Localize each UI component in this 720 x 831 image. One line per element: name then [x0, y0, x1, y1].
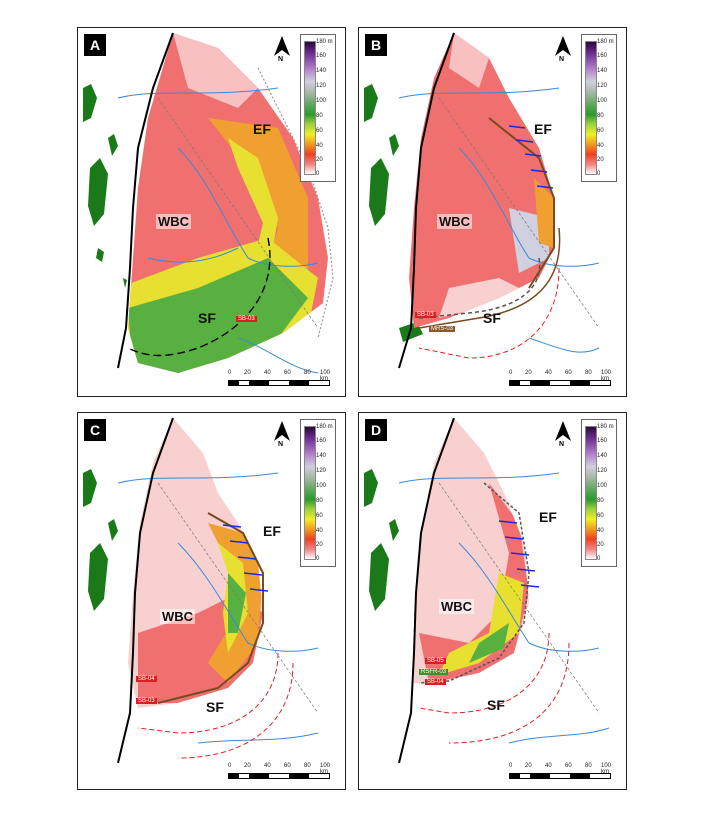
forest-patches — [364, 469, 399, 611]
depth-legend: 180 m 160 140 120 100 80 60 40 20 0 — [300, 34, 336, 182]
rivers — [117, 87, 319, 374]
thrust-front — [398, 417, 455, 764]
scale-bar: 0 20 40 60 80 100 km — [509, 763, 619, 783]
arrows — [222, 524, 269, 592]
north-arrow: N — [549, 34, 577, 70]
depth-legend: 180 m 160 140 120 100 80 60 40 20 0 — [300, 419, 336, 567]
depth-legend: 180 m 160 140 120 100 80 60 40 20 0 — [581, 419, 617, 567]
panel-letter: A — [84, 34, 106, 56]
thrust-front — [398, 32, 455, 369]
map-a-canvas — [83, 32, 334, 374]
eastern-front — [488, 117, 555, 289]
map-panel-b: B N 180 m 160 140 120 100 80 60 40 20 0 … — [358, 27, 627, 397]
label-wbc: WBC — [156, 214, 192, 229]
label-ef: EF — [263, 523, 281, 539]
forest-patches — [83, 84, 127, 288]
eastern-limit — [257, 67, 334, 339]
rivers — [117, 472, 319, 744]
map-d-canvas — [364, 417, 610, 764]
axis-line — [157, 482, 319, 714]
depth-legend: 180 m 160 140 120 100 80 60 40 20 0 — [581, 34, 617, 182]
red-front — [418, 632, 550, 714]
label-sf: SF — [483, 310, 501, 326]
tag-sb-03: SB-03 — [136, 698, 157, 704]
label-wbc: WBC — [160, 609, 196, 624]
tag-sb-03: SB-03 — [415, 312, 436, 318]
map-c-canvas — [83, 417, 319, 764]
tag-rsfr-03: RSFR-03 — [419, 669, 449, 675]
thrust-front — [117, 32, 174, 369]
rivers — [398, 472, 610, 744]
map-panel-d: D N 180 m 160 140 120 100 80 60 40 20 0 … — [358, 412, 627, 790]
brown-front — [157, 512, 264, 704]
axis-line — [157, 97, 319, 329]
axis-line — [438, 482, 600, 714]
map-b-canvas — [364, 32, 600, 369]
map-panel-a: A N 180 m 160 140 120 100 80 60 40 20 0 … — [77, 27, 346, 397]
scale-bar: 0 20 40 60 80 100 km — [228, 763, 338, 783]
red-front — [137, 652, 279, 734]
axis-line — [438, 97, 600, 329]
forest-patches — [83, 469, 118, 611]
label-wbc: WBC — [439, 599, 475, 614]
north-arrow: N — [549, 419, 577, 455]
grey-front — [418, 257, 541, 319]
north-arrow: N — [268, 34, 296, 70]
sf-front — [127, 237, 271, 357]
tag-mrs-03: MRS-03 — [429, 326, 456, 332]
scale-bar: 0 20 40 60 80 100 km — [228, 370, 338, 390]
tag-sb-04: SB-04 — [136, 676, 157, 682]
red-front-outer — [448, 642, 570, 744]
arrows — [498, 520, 540, 588]
scale-bar: 0 20 40 60 80 100 km — [509, 370, 619, 390]
tag-sb-03: SB-03 — [236, 316, 257, 322]
panel-letter: C — [84, 419, 106, 441]
red-front — [418, 267, 560, 359]
brown-front — [418, 227, 561, 329]
grey-front — [418, 482, 530, 684]
tag-sb-04: SB-04 — [425, 679, 446, 685]
label-ef: EF — [539, 509, 557, 525]
label-sf: SF — [487, 697, 505, 713]
label-wbc: WBC — [437, 214, 473, 229]
map-panel-c: C N 180 m 160 140 120 100 80 60 40 20 0 … — [77, 412, 346, 790]
label-sf: SF — [206, 699, 224, 715]
arrows — [508, 125, 554, 189]
panel-letter: B — [365, 34, 387, 56]
thrust-front — [117, 417, 174, 764]
label-sf: SF — [198, 310, 216, 326]
north-arrow: N — [268, 419, 296, 455]
label-ef: EF — [534, 121, 552, 137]
red-front-outer — [177, 662, 294, 759]
tag-sb-05: SB-05 — [425, 658, 446, 664]
rivers — [398, 87, 600, 353]
panel-letter: D — [365, 419, 387, 441]
label-ef: EF — [253, 121, 271, 137]
